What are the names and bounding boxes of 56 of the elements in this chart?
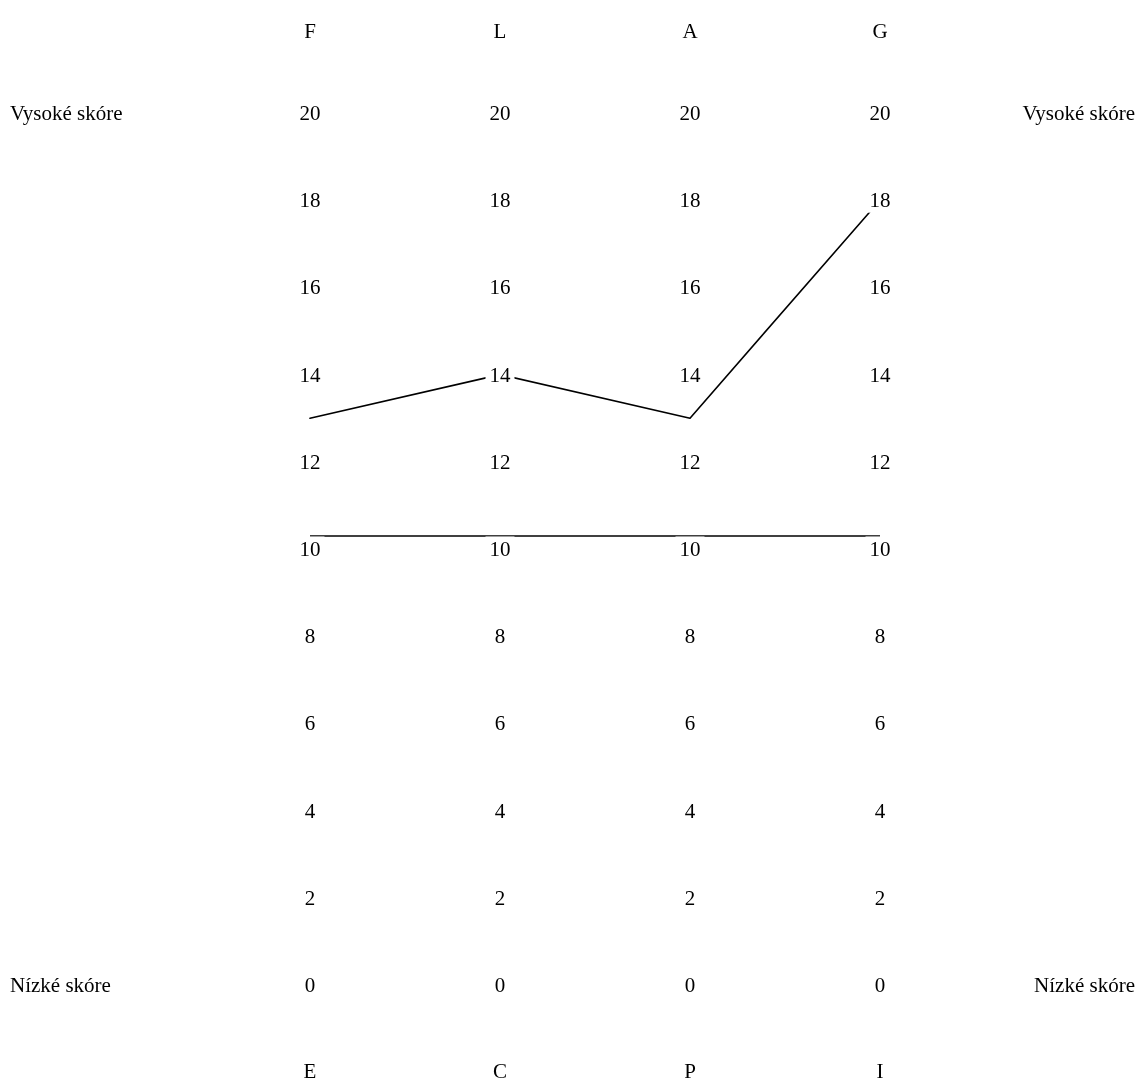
annotation: 0	[874, 973, 886, 997]
text: Nízké skóre	[10, 973, 111, 997]
y-tick-label: 0	[304, 973, 316, 997]
y3-tick-label: 18	[679, 188, 701, 213]
annotation: 14	[869, 362, 891, 387]
y2-tick-label: 18	[489, 188, 511, 213]
annotation: 20	[869, 101, 891, 125]
y-tick-label: 8	[304, 624, 316, 649]
y2-tick-label: 2	[494, 885, 506, 910]
y-tick-label: 14	[299, 362, 321, 387]
y3-tick-label: 16	[679, 275, 701, 300]
y3-tick-label: 4	[684, 798, 696, 823]
y2-tick-label: 4	[494, 798, 506, 823]
annotation: 16	[869, 275, 891, 300]
y2-tick-label: 20	[489, 101, 511, 125]
annotation: 6	[874, 711, 886, 736]
text: C	[492, 1059, 508, 1083]
y3-tick-label: 20	[679, 101, 701, 125]
y3-tick-label: 14	[679, 362, 701, 387]
y3-tick-label: 10	[679, 537, 701, 561]
y2-tick-label: 0	[494, 973, 506, 997]
y-tick-label: 18	[299, 188, 321, 213]
annotation: 8	[874, 624, 886, 649]
annotation: 2	[874, 885, 886, 910]
y-tick-label: 4	[304, 798, 316, 823]
annotation: 12	[869, 449, 891, 474]
y2-tick-label: 16	[489, 275, 511, 300]
x-tick-label: G	[872, 18, 888, 43]
y3-tick-label: 6	[684, 711, 696, 736]
text: Vysoké skóre	[10, 101, 123, 125]
y-tick-label: 16	[299, 275, 321, 300]
y-tick-label: 6	[304, 711, 316, 736]
y-tick-label: 10	[299, 537, 321, 561]
text: P	[684, 1059, 696, 1083]
y-tick-label: 20	[299, 101, 321, 125]
text: E	[303, 1059, 317, 1083]
y3-tick-label: 8	[684, 624, 696, 649]
y-tick-label: 12	[299, 449, 321, 474]
annotation: 18	[869, 188, 891, 213]
y2-tick-label: 10	[489, 537, 511, 561]
annotation: 10	[869, 537, 891, 561]
text: I	[876, 1059, 884, 1083]
y3-tick-label: 2	[684, 885, 696, 910]
text: Nízké skóre	[1034, 973, 1135, 997]
x-tick-label: F	[304, 18, 316, 43]
y2-tick-label: 12	[489, 449, 511, 474]
y3-tick-label: 12	[679, 449, 701, 474]
y2-tick-label: 14	[489, 362, 511, 387]
x-tick-label: A	[682, 18, 699, 43]
annotation: 4	[874, 798, 886, 823]
y2-tick-label: 8	[494, 624, 506, 649]
text: Vysoké skóre	[1022, 101, 1135, 125]
x-tick-label: L	[493, 18, 507, 43]
y2-tick-label: 6	[494, 711, 506, 736]
y-tick-label: 2	[304, 885, 316, 910]
y3-tick-label: 0	[684, 973, 696, 997]
